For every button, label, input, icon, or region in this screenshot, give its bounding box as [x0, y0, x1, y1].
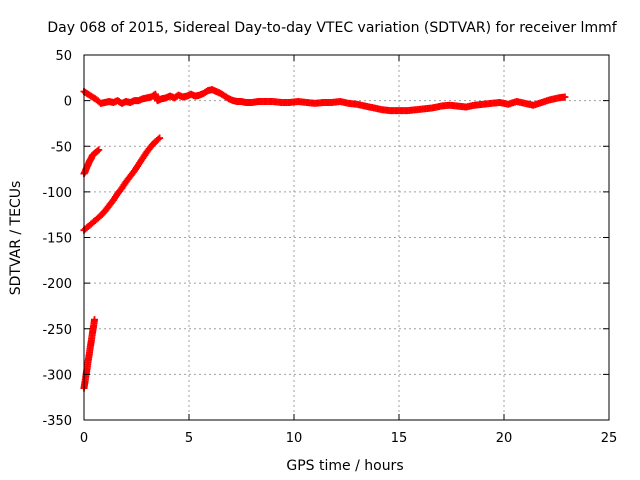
- data-point-marker: [91, 316, 98, 324]
- y-tick-label: -150: [42, 232, 72, 247]
- data-point-marker: [94, 147, 102, 155]
- x-tick-label: 20: [496, 431, 513, 446]
- y-axis-label: SDTVAR / TECUs: [8, 181, 24, 296]
- y-tick-label: -200: [42, 277, 72, 292]
- data-point-marker: [156, 134, 164, 142]
- y-tick-label: -300: [42, 368, 72, 383]
- series-1: [80, 86, 569, 115]
- y-tick-label: -350: [42, 414, 72, 429]
- y-tick-label: -250: [42, 323, 72, 338]
- x-tick-label: 5: [185, 431, 193, 446]
- data-point-marker: [154, 135, 162, 143]
- data-marks: [80, 86, 569, 392]
- x-tick-label: 15: [391, 431, 408, 446]
- series-3: [80, 134, 164, 234]
- series-4: [80, 316, 98, 392]
- x-axis-label: GPS time / hours: [286, 458, 403, 474]
- chart-title: Day 068 of 2015, Sidereal Day-to-day VTE…: [47, 20, 617, 36]
- y-tick-label: -100: [42, 186, 72, 201]
- data-point-marker: [95, 146, 103, 154]
- x-tick-label: 10: [286, 431, 303, 446]
- axis-ticks: 0 5 10 15 20 25 -350 -300 -250 -200 -150 -100 -50 0 50: [42, 49, 617, 446]
- y-tick-label: -50: [51, 140, 72, 155]
- y-tick-label: 50: [55, 49, 72, 64]
- x-tick-label: 25: [601, 431, 618, 446]
- series-2: [80, 146, 103, 178]
- x-tick-label: 0: [80, 431, 88, 446]
- grid-lines: [84, 55, 609, 420]
- data-point-marker: [561, 93, 569, 101]
- y-tick-label: 0: [64, 95, 72, 110]
